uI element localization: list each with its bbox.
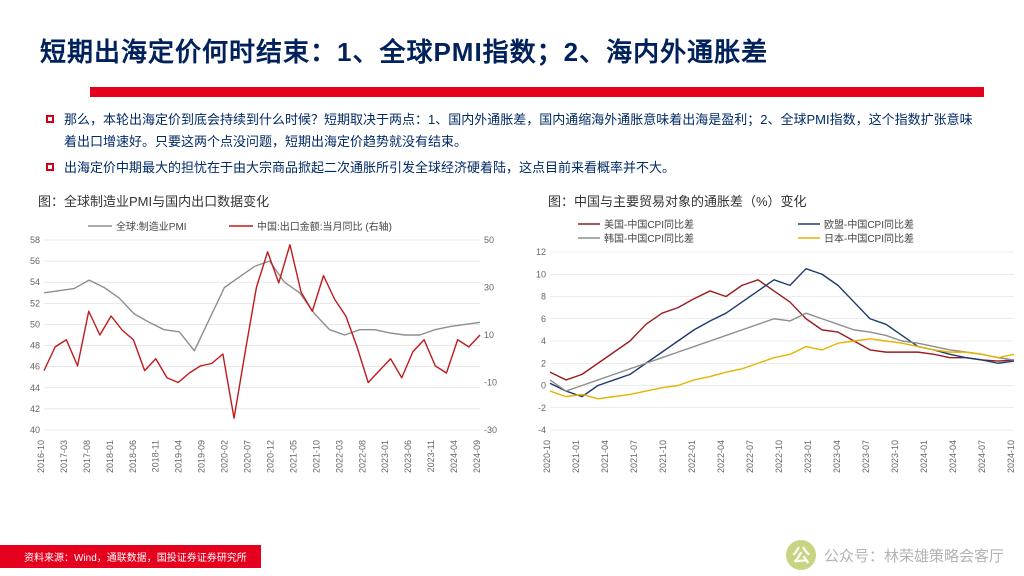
svg-text:2022-10: 2022-10 [774,440,784,473]
svg-text:中国:出口金额:当月同比 (右轴): 中国:出口金额:当月同比 (右轴) [257,220,392,233]
chart1-svg: 40 42 44 46 48 50 52 54 56 58 -30 -10 10 30 50 2016-10 2… [8,212,514,492]
chart2-svg: -4 -2 0 2 4 6 8 10 12 2020-10 2021-01 2021-04 2021-0… [518,212,1024,492]
svg-text:10: 10 [536,270,546,280]
svg-text:-10: -10 [484,378,497,388]
svg-text:2021-10: 2021-10 [658,440,668,473]
bullet-list: 那么，本轮出海定价到底会持续到什么时候？短期取决于两点：1、国内外通胀差，国内通… [0,97,1024,189]
svg-text:42: 42 [30,404,40,414]
svg-text:2018-11: 2018-11 [151,440,161,472]
svg-text:52: 52 [30,299,40,309]
svg-text:46: 46 [30,362,40,372]
watermark: 公 公众号：林荣雄策略会客厅 [786,540,1004,570]
svg-text:-2: -2 [538,403,546,413]
svg-text:2019-09: 2019-09 [197,440,207,473]
svg-text:4: 4 [541,336,546,346]
svg-text:2023-11: 2023-11 [426,440,436,472]
svg-text:2022-04: 2022-04 [716,440,726,473]
svg-text:2023-01: 2023-01 [380,440,390,473]
svg-text:美国-中国CPI同比差: 美国-中国CPI同比差 [604,218,694,231]
svg-text:欧盟-中国CPI同比差: 欧盟-中国CPI同比差 [824,218,914,231]
bullet-text: 那么，本轮出海定价到底会持续到什么时候？短期取决于两点：1、国内外通胀差，国内通… [64,109,984,153]
svg-text:12: 12 [536,247,546,257]
svg-text:全球:制造业PMI: 全球:制造业PMI [116,220,187,233]
svg-text:0: 0 [541,381,546,391]
svg-text:2020-02: 2020-02 [220,440,230,473]
svg-text:40: 40 [30,425,40,435]
svg-text:2023-07: 2023-07 [861,440,871,473]
svg-text:2024-09: 2024-09 [472,440,482,473]
bullet-item: 出海定价中期最大的担忧在于由大宗商品掀起二次通胀所引发全球经济硬着陆，这点目前来… [46,157,984,179]
svg-text:50: 50 [484,235,494,245]
svg-text:2021-10: 2021-10 [311,440,321,473]
svg-text:2017-08: 2017-08 [82,440,92,473]
bullet-marker [46,163,54,171]
svg-text:日本-中国CPI同比差: 日本-中国CPI同比差 [824,232,914,245]
svg-text:-4: -4 [538,425,546,435]
svg-text:6: 6 [541,314,546,324]
svg-text:48: 48 [30,341,40,351]
svg-text:2020-07: 2020-07 [243,440,253,473]
svg-text:2023-10: 2023-10 [890,440,900,473]
svg-text:-30: -30 [484,425,497,435]
svg-text:2022-03: 2022-03 [334,440,344,473]
watermark-text: 公众号：林荣雄策略会客厅 [824,545,1004,566]
svg-text:2022-01: 2022-01 [687,440,697,473]
svg-text:44: 44 [30,383,40,393]
svg-text:2021-04: 2021-04 [600,440,610,473]
svg-text:韩国-中国CPI同比差: 韩国-中国CPI同比差 [604,232,694,245]
svg-text:2021-01: 2021-01 [571,440,581,473]
svg-text:2018-01: 2018-01 [105,440,115,473]
bullet-marker [46,115,54,123]
svg-text:8: 8 [541,292,546,302]
svg-text:50: 50 [30,320,40,330]
svg-text:58: 58 [30,235,40,245]
svg-text:2024-04: 2024-04 [449,440,459,473]
svg-text:2023-06: 2023-06 [403,440,413,473]
svg-text:2018-06: 2018-06 [128,440,138,473]
svg-text:56: 56 [30,256,40,266]
svg-text:30: 30 [484,283,494,293]
svg-text:2021-07: 2021-07 [629,440,639,473]
svg-text:2: 2 [541,359,546,369]
wechat-icon: 公 [786,540,816,570]
title-underline [90,87,984,97]
svg-text:10: 10 [484,330,494,340]
svg-text:2023-04: 2023-04 [832,440,842,473]
page-title: 短期出海定价何时结束：1、全球PMI指数；2、海内外通胀差 [40,32,984,69]
svg-text:2016-10: 2016-10 [36,440,46,473]
svg-text:2023-01: 2023-01 [803,440,813,473]
svg-text:2020-12: 2020-12 [265,440,275,473]
svg-text:54: 54 [30,278,40,288]
svg-text:2024-07: 2024-07 [977,440,987,473]
svg-text:2024-04: 2024-04 [948,440,958,473]
svg-text:2024-10: 2024-10 [1006,440,1016,473]
svg-text:2017-03: 2017-03 [59,440,69,473]
svg-text:2022-07: 2022-07 [745,440,755,473]
chart1-caption: 图：全球制造业PMI与国内出口数据变化 [8,189,514,212]
chart2-caption: 图：中国与主要贸易对象的通胀差（%）变化 [518,189,1024,212]
svg-text:2021-05: 2021-05 [288,440,298,473]
svg-text:2024-01: 2024-01 [919,440,929,473]
svg-text:2019-04: 2019-04 [174,440,184,473]
bullet-item: 那么，本轮出海定价到底会持续到什么时候？短期取决于两点：1、国内外通胀差，国内通… [46,109,984,153]
source-label: 资料来源：Wind，通联数据，国投证券证券研究所 [0,545,261,568]
bullet-text: 出海定价中期最大的担忧在于由大宗商品掀起二次通胀所引发全球经济硬着陆，这点目前来… [64,157,675,179]
svg-text:2020-10: 2020-10 [542,440,552,473]
svg-text:2022-08: 2022-08 [357,440,367,473]
